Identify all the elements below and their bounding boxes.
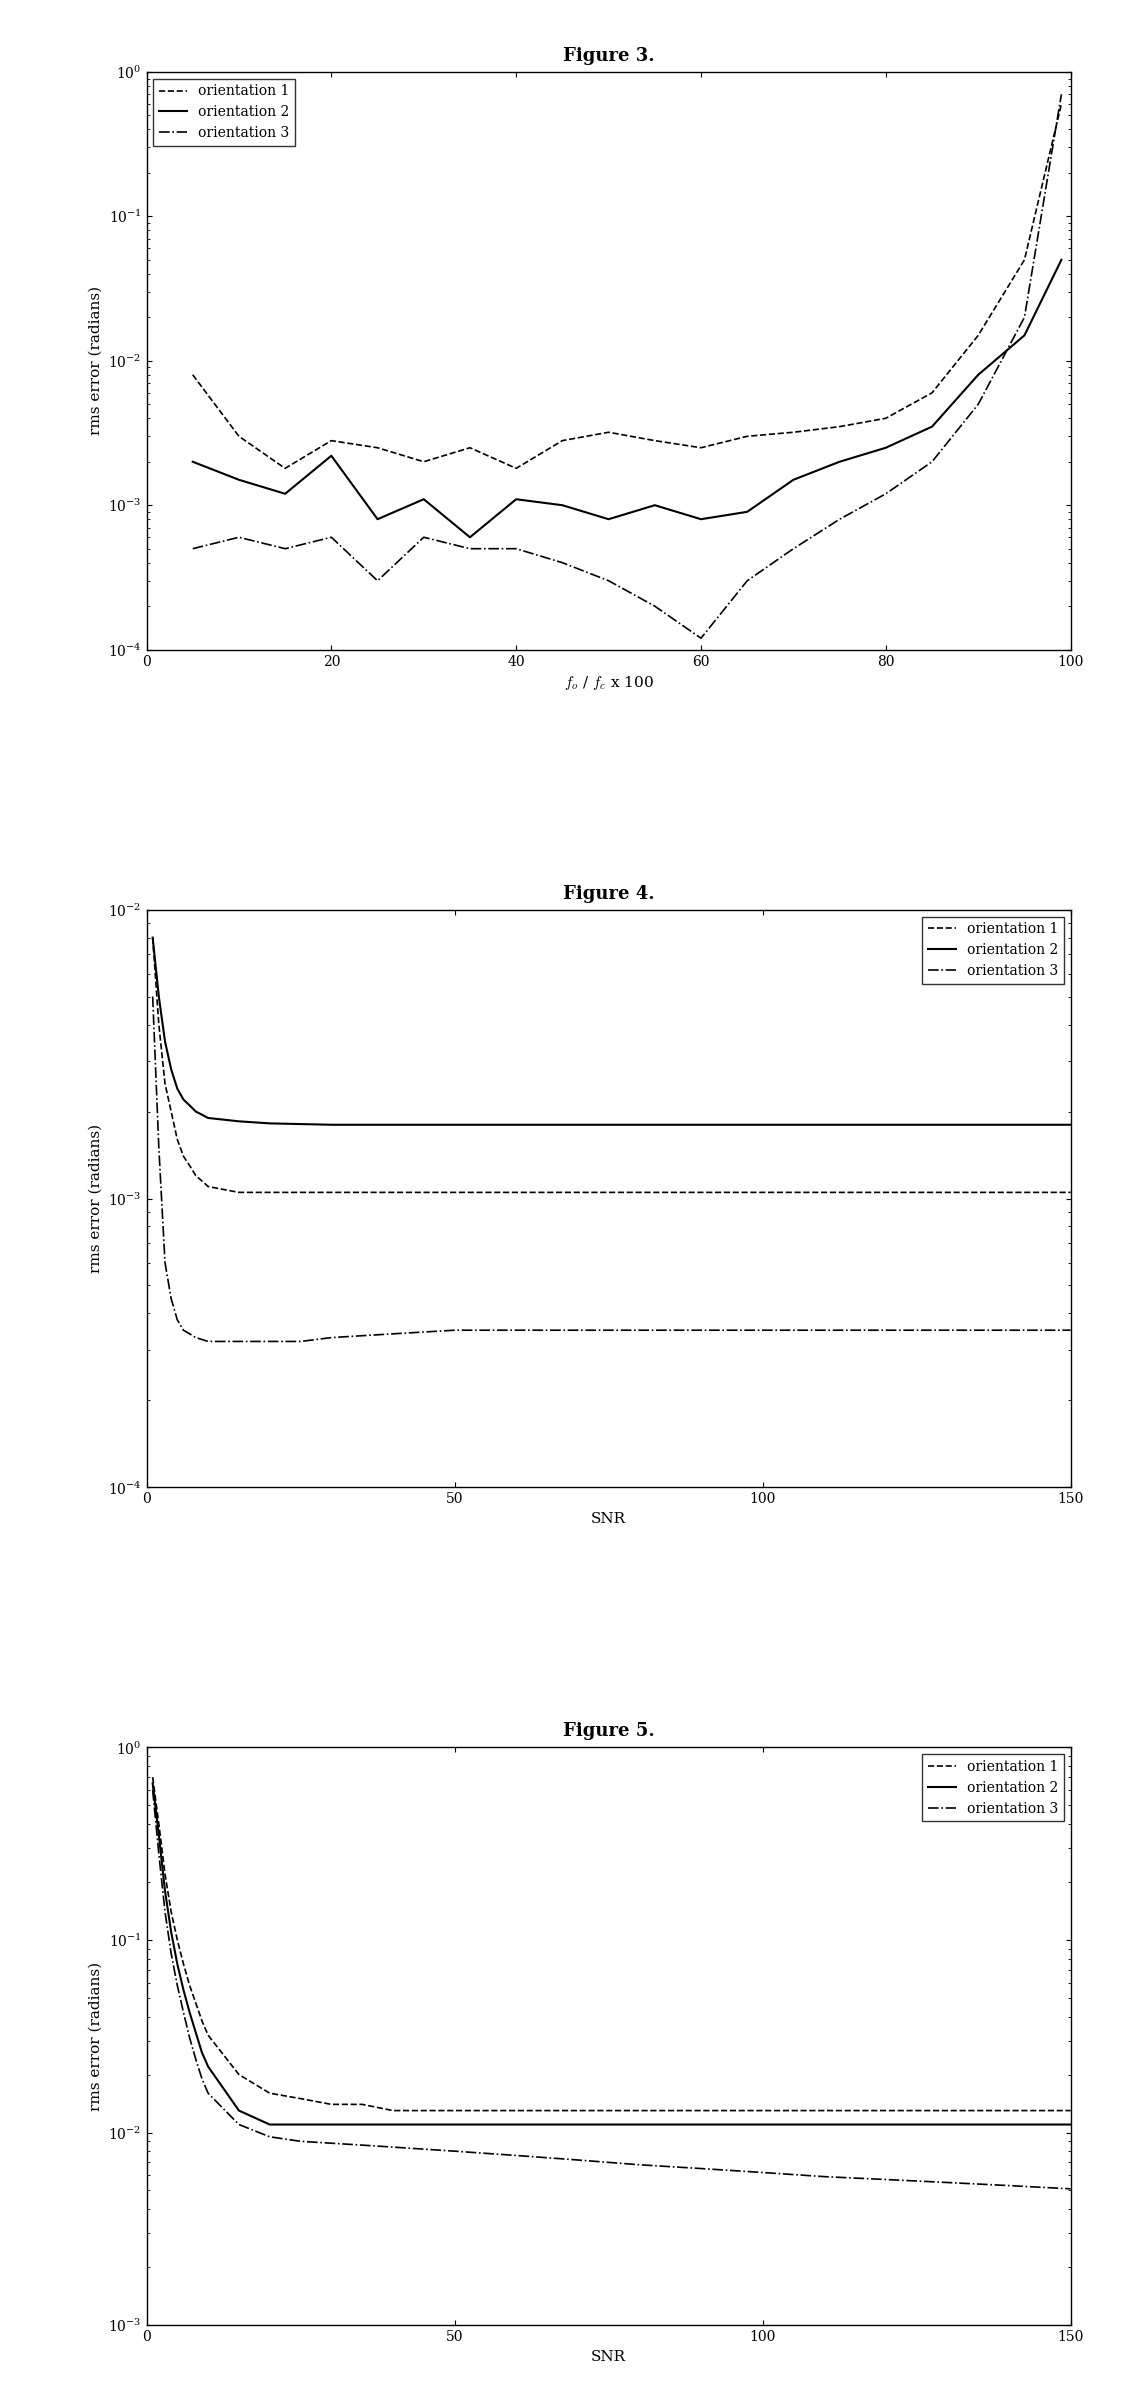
Legend: orientation 1, orientation 2, orientation 3: orientation 1, orientation 2, orientatio… bbox=[922, 1755, 1064, 1822]
Legend: orientation 1, orientation 2, orientation 3: orientation 1, orientation 2, orientatio… bbox=[153, 79, 295, 146]
Title: Figure 5.: Figure 5. bbox=[562, 1721, 655, 1740]
Legend: orientation 1, orientation 2, orientation 3: orientation 1, orientation 2, orientatio… bbox=[922, 916, 1064, 983]
Y-axis label: rms error (radians): rms error (radians) bbox=[89, 1961, 103, 2112]
Y-axis label: rms error (radians): rms error (radians) bbox=[88, 285, 103, 436]
X-axis label: SNR: SNR bbox=[591, 1513, 627, 1527]
Y-axis label: rms error (radians): rms error (radians) bbox=[88, 1124, 103, 1273]
Title: Figure 3.: Figure 3. bbox=[562, 48, 655, 65]
X-axis label: SNR: SNR bbox=[591, 2349, 627, 2363]
Title: Figure 4.: Figure 4. bbox=[562, 884, 655, 904]
X-axis label: $f_o$ / $f_c$ x 100: $f_o$ / $f_c$ x 100 bbox=[564, 674, 654, 693]
